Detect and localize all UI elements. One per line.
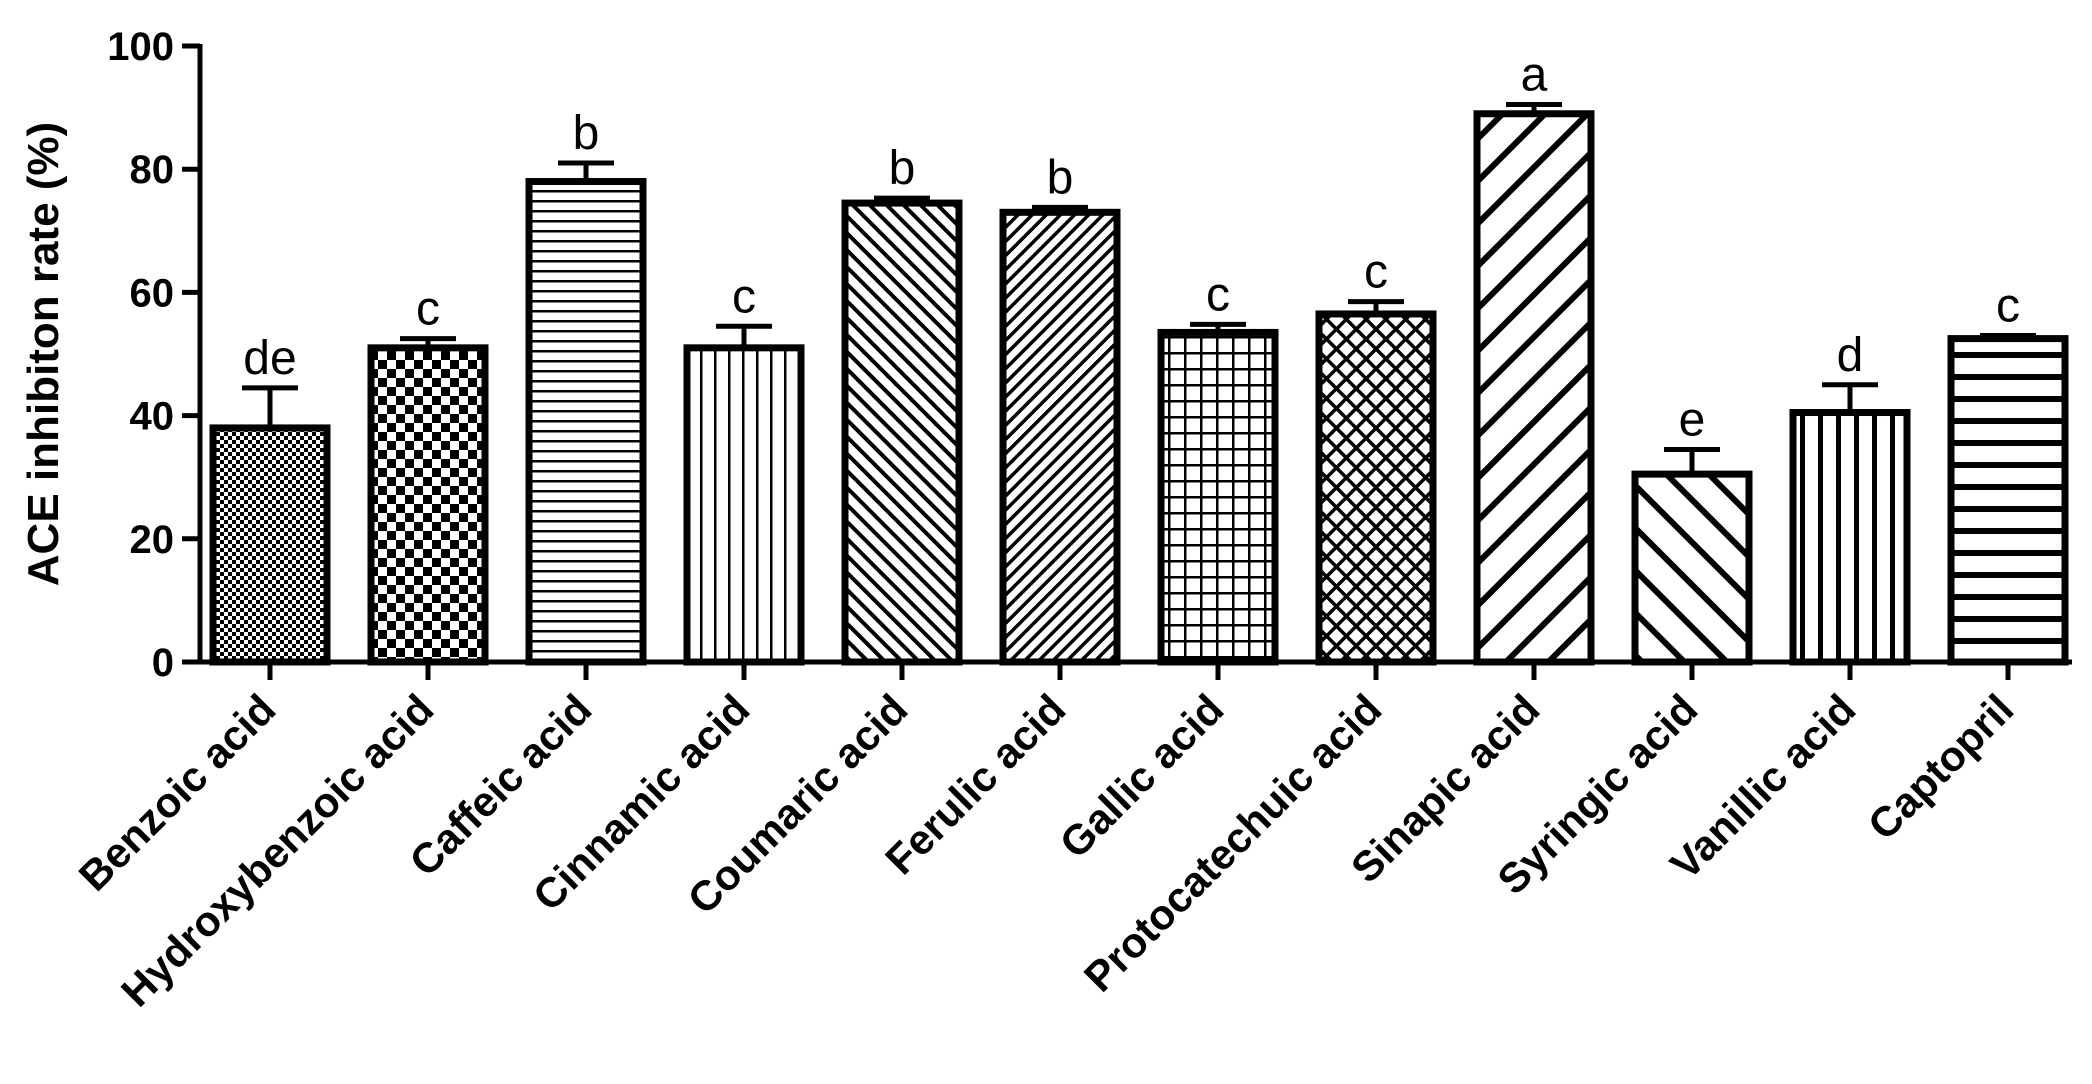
bar-group: c bbox=[1157, 268, 1279, 666]
significance-label: a bbox=[1521, 49, 1548, 102]
bar-group: c bbox=[367, 283, 489, 666]
bar bbox=[1789, 409, 1911, 666]
bar bbox=[1157, 328, 1279, 666]
bar bbox=[525, 178, 647, 666]
bar-group: c bbox=[683, 270, 805, 666]
bar-group: c bbox=[1315, 246, 1437, 666]
x-category-label: Protocatechuic acid bbox=[1075, 685, 1390, 1000]
bar bbox=[1631, 470, 1753, 666]
bar bbox=[209, 424, 331, 666]
significance-label: b bbox=[1047, 151, 1074, 204]
significance-label: d bbox=[1837, 329, 1864, 382]
bar bbox=[841, 199, 963, 666]
bar-series: de c b c b b c c a e d c bbox=[209, 49, 2069, 666]
significance-label: b bbox=[573, 107, 600, 160]
significance-label: c bbox=[1364, 246, 1388, 299]
significance-label: de bbox=[243, 332, 296, 385]
bar-group: de bbox=[209, 332, 331, 666]
bar-group: b bbox=[525, 107, 647, 666]
bar-group: b bbox=[841, 142, 963, 666]
bar bbox=[367, 344, 489, 666]
bar-group: c bbox=[1947, 280, 2069, 666]
y-axis: 0 20 40 60 80 100 bbox=[107, 25, 203, 685]
x-category-label: Hydroxybenzoic acid bbox=[112, 685, 442, 1015]
significance-label: c bbox=[1206, 268, 1230, 321]
significance-label: c bbox=[732, 270, 756, 323]
y-tick-label: 80 bbox=[130, 148, 175, 192]
y-tick-label: 100 bbox=[107, 25, 174, 69]
x-category-label: Captopril bbox=[1859, 685, 2023, 849]
y-tick-label: 60 bbox=[130, 271, 175, 315]
bar-group: d bbox=[1789, 329, 1911, 666]
y-axis-title: ACE inhibiton rate (%) bbox=[19, 122, 68, 586]
bar bbox=[999, 208, 1121, 666]
significance-label: c bbox=[416, 283, 440, 336]
bar-group: a bbox=[1473, 49, 1595, 666]
bar bbox=[1315, 310, 1437, 666]
bar bbox=[683, 344, 805, 666]
significance-label: e bbox=[1679, 393, 1706, 446]
y-tick-label: 20 bbox=[130, 518, 175, 562]
significance-label: b bbox=[889, 142, 916, 195]
significance-label: c bbox=[1996, 280, 2020, 333]
bar bbox=[1947, 335, 2069, 666]
bar-group: b bbox=[999, 151, 1121, 666]
y-tick-label: 0 bbox=[152, 641, 174, 685]
bar-group: e bbox=[1631, 393, 1753, 666]
y-tick-label: 40 bbox=[130, 395, 175, 439]
bar bbox=[1473, 110, 1595, 666]
